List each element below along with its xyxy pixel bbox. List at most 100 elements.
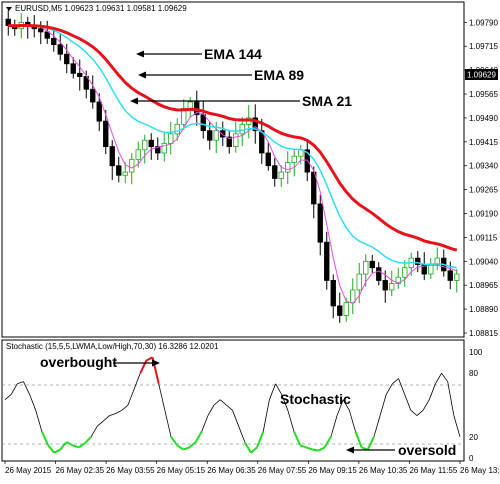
stochastic-segment (348, 410, 356, 432)
time-tick-label: 26 May 13:15 (460, 466, 500, 475)
current-price-tag-bg (465, 69, 498, 80)
candle-body (239, 123, 245, 135)
stochastic-segment (250, 446, 258, 454)
candle-body (187, 101, 193, 109)
price-tick-label: 1.09265 (469, 186, 498, 195)
stochastic-segment (17, 381, 24, 385)
stochastic-segment (35, 410, 43, 432)
time-tick-label: 26 May 09:15 (308, 466, 357, 475)
candle-body (265, 152, 271, 167)
candle-body (181, 107, 187, 125)
annotation-overbought: overbought (40, 354, 160, 370)
candle-body (252, 117, 258, 132)
price-tick-label: 1.09715 (469, 42, 498, 51)
candle-body (395, 276, 401, 285)
stochastic-segment (4, 394, 12, 401)
candle-body (38, 28, 44, 33)
stochastic-segment (422, 399, 430, 411)
stochastic-segment (366, 436, 375, 450)
stochastic-segment (90, 425, 98, 438)
stochastic-segment (59, 441, 68, 451)
stochastic-segment (410, 409, 418, 416)
stochastic-segment (281, 394, 289, 411)
candle-body (434, 257, 440, 265)
price-tick-label: 1.09040 (469, 257, 498, 266)
indicator-panel-frame (1, 339, 465, 462)
indicator-tick-label: 80 (469, 369, 478, 378)
dropdown-icon (6, 7, 12, 11)
stochastic-segment (170, 436, 178, 446)
arrow-oversold-icon (346, 446, 354, 454)
arrow-ema144-icon (136, 50, 144, 58)
stochastic-segment (127, 388, 135, 406)
arrow-sma21-icon (130, 97, 138, 105)
price-tick-label: 1.08965 (469, 281, 498, 290)
label-sma21: SMA 21 (302, 93, 352, 109)
stochastic-segment (176, 444, 184, 451)
stochastic-segment (133, 373, 141, 390)
candle-body (200, 114, 206, 132)
stochastic-segment (323, 436, 332, 448)
arrow-overbought-icon (152, 359, 160, 367)
candle-body (350, 289, 356, 304)
candle-body (376, 267, 382, 281)
stochastic-segment (262, 399, 270, 432)
stochastic-segment (373, 415, 381, 437)
time-tick-label: 26 May 07:55 (258, 466, 307, 475)
candle-body (233, 133, 239, 148)
stochastic-segment (435, 372, 442, 385)
stochastic-segment (269, 383, 276, 400)
stochastic-segment (194, 430, 203, 443)
price-tick-label: 1.09790 (469, 18, 498, 27)
time-tick-label: 26 May 11:55 (409, 466, 457, 475)
candle-body (96, 101, 102, 122)
candle-body (90, 88, 96, 103)
stochastic-segment (66, 441, 74, 447)
stochastic-segment (213, 399, 221, 406)
candle-body (122, 171, 128, 176)
candle-body (363, 260, 369, 275)
indicator-tick-label: 100 (469, 348, 483, 357)
candle-body (278, 171, 284, 179)
stochastic-segment (201, 415, 209, 432)
stochastic-segment (72, 444, 80, 449)
candle-body (324, 241, 330, 281)
stochastic-segment (275, 383, 283, 395)
stochastic-segment (428, 383, 436, 400)
stochastic-segment (342, 399, 350, 411)
stochastic-segment (145, 356, 154, 362)
stochastic-segment (293, 431, 302, 446)
annotation-ema89: EMA 89 (138, 67, 304, 83)
price-tick-label: 1.09490 (469, 114, 498, 123)
candle-body (207, 130, 213, 141)
time-tick-label: 26 May 06:35 (207, 466, 256, 475)
annotation-sma21: SMA 21 (130, 93, 352, 109)
candle-body (382, 280, 388, 291)
stochastic-segment (29, 394, 37, 411)
stochastic-segment (287, 410, 295, 432)
arrow-ema89-icon (138, 71, 146, 79)
stochastic-segment (164, 410, 172, 437)
candle-body (291, 155, 297, 163)
price-tick-label: 1.09115 (469, 233, 498, 242)
candle-body (317, 203, 323, 243)
candle-body (213, 130, 219, 141)
indicator-tick-label: 0 (469, 454, 474, 463)
price-tick-label: 1.08890 (469, 305, 498, 314)
current-price-text: 1.09629 (467, 71, 496, 80)
annotation-ema144: EMA 144 (136, 46, 262, 62)
stochastic-segment (312, 448, 319, 452)
stochastic-segment (78, 442, 86, 449)
candle-body (174, 123, 180, 135)
label-ema144: EMA 144 (204, 46, 262, 62)
price-axis: 1.097901.097151.096401.095651.094901.094… (464, 18, 498, 338)
ema144-line (8, 24, 458, 252)
stochastic-segment (182, 446, 190, 451)
symbol-header-text: EURUSD,M5 1.09623 1.09631 1.09581 1.0962… (15, 4, 187, 13)
candle-body (77, 72, 83, 77)
ema89-line (8, 24, 457, 269)
current-price-tag: 1.09629 (465, 69, 498, 80)
candle-body (454, 273, 460, 281)
stochastic-segment (226, 404, 233, 411)
